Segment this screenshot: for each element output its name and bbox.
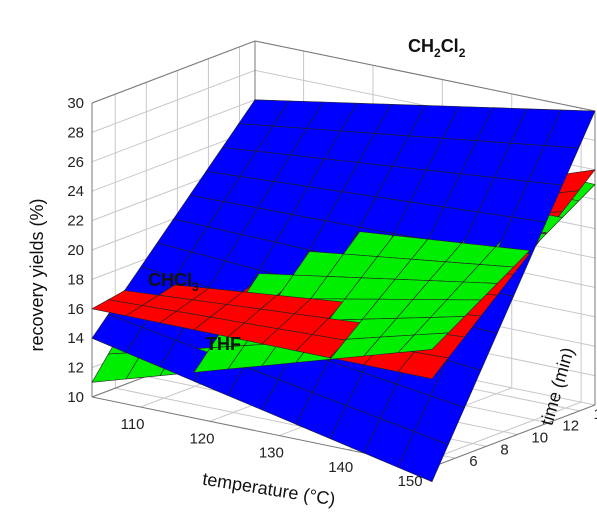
series-label-thf: THF (206, 334, 241, 354)
z-tick-label: 12 (67, 360, 84, 377)
z-tick-label: 16 (67, 301, 84, 318)
z-tick-label: 22 (67, 213, 84, 230)
z-axis-label: recovery yields (%) (27, 198, 47, 351)
surface-patch-ch2cl2 (397, 431, 449, 483)
y-tick-label: 10 (531, 430, 548, 447)
back-wall-gridline (91, 69, 256, 133)
z-tick-label: 24 (67, 183, 84, 200)
y-tick-label: 12 (562, 418, 579, 435)
surface-patch-chcl3 (397, 351, 449, 380)
x-tick-label: 140 (328, 459, 353, 476)
x-tick-label: 130 (259, 445, 284, 462)
series-label-chcl3: CHCl3 (148, 270, 199, 294)
frame-edge (254, 40, 596, 112)
series-label-ch2cl2: CH2Cl2 (408, 36, 466, 60)
z-tick-label: 18 (67, 271, 84, 288)
back-wall-gridline (91, 99, 256, 163)
frame-edge (91, 40, 256, 104)
z-tick-label: 10 (67, 389, 84, 406)
x-axis-label: temperature (°C) (201, 469, 337, 510)
x-tick-label: 150 (398, 473, 423, 490)
y-tick-label: 6 (469, 453, 477, 470)
y-tick-label: 14 (593, 406, 597, 423)
surface-layer (91, 99, 596, 483)
tick-layer: 10 12 14 16 18 20 22 24 26 28 30 110 120 130 140 150 6 8 1… (67, 95, 597, 490)
x-tick-label: 110 (121, 416, 145, 433)
y-axis-label: time (min) (537, 345, 578, 427)
z-tick-label: 28 (67, 124, 84, 141)
surface-patch-thf (397, 332, 450, 354)
y-tick-label: 8 (500, 441, 508, 458)
z-tick-label: 14 (67, 330, 84, 347)
z-tick-label: 30 (67, 95, 84, 112)
floor-gridline (417, 401, 582, 465)
z-tick-label: 20 (67, 242, 84, 259)
z-tick-label: 26 (67, 154, 84, 171)
x-tick-label: 120 (189, 430, 214, 447)
frame-edge (431, 404, 596, 468)
